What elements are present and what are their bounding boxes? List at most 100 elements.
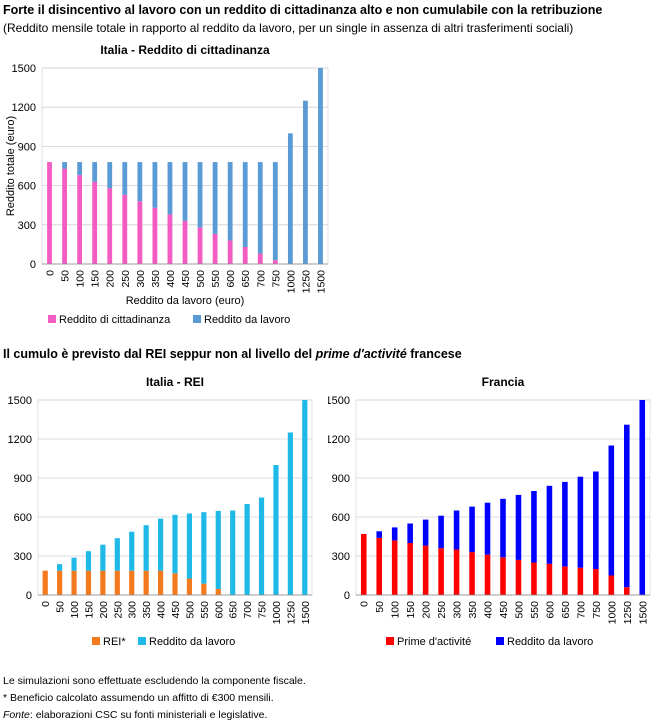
y-tick-label: 1500 bbox=[8, 395, 32, 407]
note-source: Fonte: elaborazioni CSC su fonti ministe… bbox=[3, 707, 306, 724]
x-tick-label: 100 bbox=[75, 270, 87, 288]
x-tick-label: 500 bbox=[184, 601, 196, 619]
bar-benefit bbox=[376, 537, 382, 595]
bar-work-income bbox=[500, 498, 506, 558]
bar-work-income bbox=[273, 465, 279, 595]
bar-benefit bbox=[242, 247, 248, 264]
bar-benefit bbox=[77, 175, 83, 264]
bar-benefit bbox=[608, 575, 615, 595]
bar-benefit bbox=[407, 543, 413, 595]
legend-label: Reddito da lavoro bbox=[149, 636, 235, 648]
bar-work-income bbox=[484, 502, 491, 555]
x-tick-label: 200 bbox=[105, 270, 117, 288]
x-tick-label: 250 bbox=[120, 270, 132, 288]
x-tick-label: 50 bbox=[374, 601, 386, 613]
y-tick-label: 1500 bbox=[12, 63, 36, 75]
bar-benefit bbox=[114, 570, 120, 595]
bar-benefit bbox=[42, 570, 48, 595]
bar-benefit bbox=[577, 567, 584, 595]
bar-benefit bbox=[182, 220, 188, 264]
bar-work-income bbox=[215, 510, 221, 589]
y-tick-label: 600 bbox=[332, 512, 350, 524]
x-tick-label: 100 bbox=[69, 601, 81, 619]
x-tick-label: 1000 bbox=[271, 601, 283, 625]
bar-work-income bbox=[167, 162, 173, 215]
bar-benefit bbox=[201, 583, 207, 595]
bar-work-income bbox=[137, 162, 143, 202]
x-tick-label: 750 bbox=[591, 601, 603, 619]
x-tick-label: 1250 bbox=[300, 270, 312, 294]
bar-work-income bbox=[302, 400, 308, 595]
x-tick-label: 1500 bbox=[637, 601, 649, 625]
x-tick-label: 1250 bbox=[622, 601, 634, 625]
y-tick-label: 0 bbox=[344, 590, 350, 602]
bar-work-income bbox=[287, 133, 293, 264]
x-tick-label: 400 bbox=[483, 601, 495, 619]
bar-work-income bbox=[546, 485, 553, 564]
legend-swatch bbox=[92, 637, 100, 645]
bar-benefit bbox=[593, 569, 599, 595]
bar-benefit bbox=[107, 188, 113, 264]
section-heading-tail: francese bbox=[406, 347, 462, 361]
x-tick-label: 350 bbox=[467, 601, 479, 619]
bar-benefit bbox=[257, 253, 263, 264]
bar-work-income bbox=[257, 162, 263, 254]
x-tick-label: 400 bbox=[156, 601, 168, 619]
bar-work-income bbox=[318, 68, 323, 264]
x-tick-label: 300 bbox=[135, 270, 147, 288]
legend-label: REI* bbox=[103, 636, 126, 648]
legend-label: Prime d'activité bbox=[397, 636, 471, 648]
x-tick-label: 150 bbox=[90, 270, 102, 288]
page-title: Forte il disincentivo al lavoro con un r… bbox=[3, 3, 603, 17]
bar-work-income bbox=[186, 513, 193, 579]
bar-work-income bbox=[422, 519, 429, 546]
bar-benefit bbox=[215, 588, 221, 595]
x-tick-label: 700 bbox=[242, 601, 254, 619]
y-tick-label: 1500 bbox=[328, 395, 350, 407]
y-tick-label: 900 bbox=[14, 473, 32, 485]
x-tick-label: 650 bbox=[228, 601, 240, 619]
bar-work-income bbox=[143, 525, 149, 571]
bar-benefit bbox=[360, 533, 367, 595]
bar-benefit bbox=[137, 201, 143, 264]
bar-work-income bbox=[122, 162, 128, 195]
bar-benefit bbox=[531, 562, 537, 595]
bar-work-income bbox=[107, 162, 113, 189]
x-tick-label: 1000 bbox=[285, 270, 297, 294]
bar-work-income bbox=[453, 510, 460, 550]
x-tick-label: 1250 bbox=[285, 601, 297, 625]
legend-swatch bbox=[138, 637, 146, 645]
legend-label: Reddito da lavoro bbox=[507, 636, 593, 648]
x-tick-label: 700 bbox=[575, 601, 587, 619]
bar-work-income bbox=[303, 100, 308, 264]
x-tick-label: 450 bbox=[180, 270, 192, 288]
bar-benefit bbox=[484, 554, 491, 595]
x-tick-label: 450 bbox=[498, 601, 510, 619]
bar-work-income bbox=[182, 162, 188, 221]
bar-benefit bbox=[515, 559, 522, 595]
chart-title: Italia - REI bbox=[146, 375, 204, 389]
bar-work-income bbox=[77, 162, 83, 176]
bar-benefit bbox=[438, 548, 444, 595]
x-tick-label: 500 bbox=[513, 601, 525, 619]
bar-work-income bbox=[227, 162, 233, 241]
y-tick-label: 300 bbox=[18, 220, 36, 232]
bar-benefit bbox=[92, 181, 98, 264]
x-tick-label: 0 bbox=[45, 270, 57, 276]
x-tick-label: 150 bbox=[83, 601, 95, 619]
x-tick-label: 600 bbox=[213, 601, 225, 619]
bar-work-income bbox=[593, 471, 599, 569]
x-tick-label: 200 bbox=[98, 601, 110, 619]
y-axis-title: Reddito totale (euro) bbox=[5, 116, 17, 216]
legend-swatch bbox=[386, 637, 394, 645]
bar-benefit bbox=[186, 578, 193, 595]
y-tick-label: 0 bbox=[26, 590, 32, 602]
bar-work-income bbox=[85, 551, 92, 571]
bar-benefit bbox=[422, 545, 429, 595]
bar-benefit bbox=[624, 587, 630, 595]
bar-work-income bbox=[62, 162, 67, 169]
x-tick-label: 650 bbox=[560, 601, 572, 619]
bar-work-income bbox=[100, 544, 106, 571]
bar-work-income bbox=[531, 491, 537, 563]
